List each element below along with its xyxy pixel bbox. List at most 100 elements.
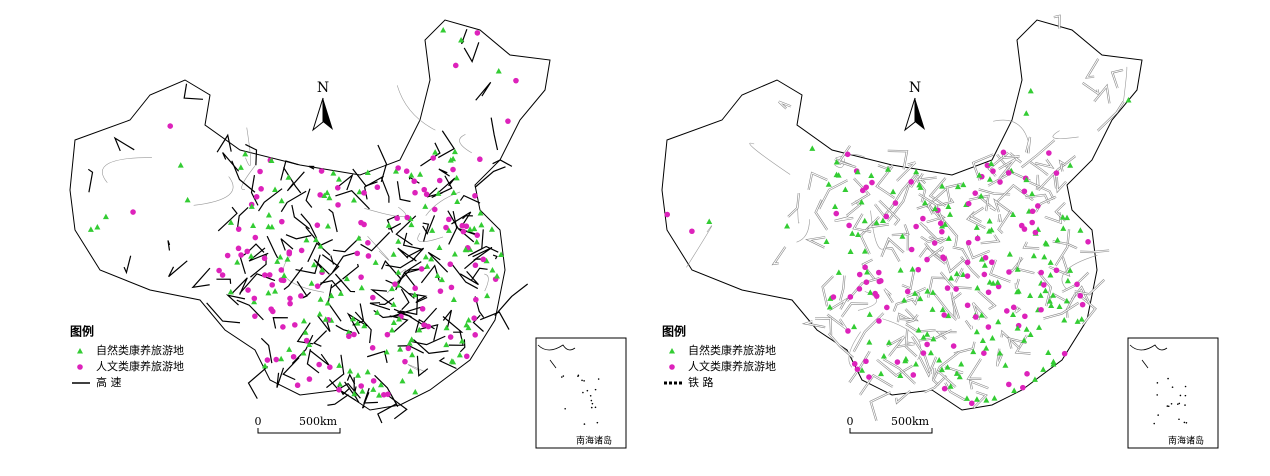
cultural-site <box>997 179 1003 185</box>
natural-site <box>359 388 366 394</box>
natural-site <box>306 341 313 347</box>
highway <box>494 283 529 316</box>
railway <box>1074 279 1105 295</box>
railway <box>818 179 848 210</box>
railway-casing <box>887 182 911 222</box>
natural-site <box>890 188 897 195</box>
natural-site <box>326 194 333 201</box>
railway <box>895 390 911 404</box>
natural-site <box>450 189 457 195</box>
railway <box>977 195 997 211</box>
highway <box>306 349 320 374</box>
railway <box>867 216 889 228</box>
natural-site <box>879 217 886 224</box>
cultural-site <box>931 240 938 246</box>
cultural-site <box>279 218 285 225</box>
cultural-site <box>1034 203 1041 209</box>
natural-site <box>274 258 281 264</box>
inset-island <box>1157 414 1159 416</box>
natural-site <box>942 221 949 227</box>
cultural-site <box>351 331 357 338</box>
inset-frame <box>1127 337 1219 449</box>
cultural-site <box>965 200 972 207</box>
natural-site <box>483 257 490 264</box>
highway <box>420 142 441 167</box>
highway <box>403 261 422 290</box>
natural-site <box>454 198 461 204</box>
highway <box>448 330 464 346</box>
highway <box>474 166 506 188</box>
natural-site <box>1002 362 1009 368</box>
province-border <box>749 142 791 175</box>
natural-site <box>994 279 1001 285</box>
natural-site <box>477 210 484 216</box>
natural-site <box>1125 96 1132 103</box>
natural-site <box>877 370 884 377</box>
inset-island <box>594 406 597 409</box>
natural-site <box>880 352 887 359</box>
cultural-site <box>314 222 321 228</box>
natural-site <box>248 203 255 209</box>
inset-island <box>596 421 599 424</box>
cultural-site <box>447 261 454 268</box>
railway <box>829 298 847 311</box>
cultural-site <box>334 185 341 191</box>
natural-site <box>1011 387 1018 393</box>
railway <box>940 271 972 289</box>
cultural-site <box>474 232 481 238</box>
natural-site <box>983 345 990 351</box>
cultural-site <box>392 281 398 287</box>
natural-site <box>1014 325 1021 331</box>
natural-site <box>851 323 858 330</box>
cultural-site <box>941 312 948 318</box>
cultural-site <box>316 361 322 368</box>
highway <box>492 159 513 167</box>
natural-site <box>960 271 967 278</box>
highway <box>422 215 436 235</box>
railway <box>901 271 915 290</box>
cultural-site <box>863 358 869 365</box>
natural-site <box>924 331 931 337</box>
railway <box>1035 196 1057 213</box>
natural-site <box>913 168 920 175</box>
province-border <box>1061 254 1098 291</box>
natural-site <box>396 316 403 322</box>
railway <box>1014 306 1021 313</box>
natural-site <box>924 288 931 294</box>
province-border <box>396 85 436 131</box>
highway <box>247 366 269 399</box>
railway <box>953 341 975 354</box>
railway <box>862 259 876 280</box>
natural-site <box>861 248 868 254</box>
natural-site <box>945 312 952 319</box>
highway <box>475 81 492 101</box>
province-border <box>1123 66 1128 102</box>
natural-site <box>1027 292 1034 298</box>
natural-site <box>498 251 505 258</box>
inset-island <box>577 374 580 377</box>
railway <box>927 277 947 298</box>
railway-casing <box>1014 334 1031 355</box>
inset-island <box>581 379 583 382</box>
natural-site <box>300 349 307 356</box>
natural-site <box>976 172 983 178</box>
highway <box>167 240 171 251</box>
natural-site <box>356 188 363 195</box>
natural-site <box>970 348 977 355</box>
natural-site <box>973 224 980 230</box>
natural-site <box>855 231 862 238</box>
highway <box>113 136 135 152</box>
cultural-site <box>981 350 987 356</box>
cultural-site <box>412 189 418 196</box>
railway <box>934 198 954 207</box>
highway <box>191 267 211 289</box>
highway <box>360 231 391 252</box>
natural-site <box>337 290 344 296</box>
cultural-site <box>876 278 883 285</box>
cultural-site <box>1061 350 1068 357</box>
natural-site <box>1059 214 1066 220</box>
cultural-site <box>872 290 878 297</box>
inset-island <box>594 388 597 391</box>
cultural-site <box>1032 229 1039 236</box>
cultural-site <box>266 272 273 278</box>
